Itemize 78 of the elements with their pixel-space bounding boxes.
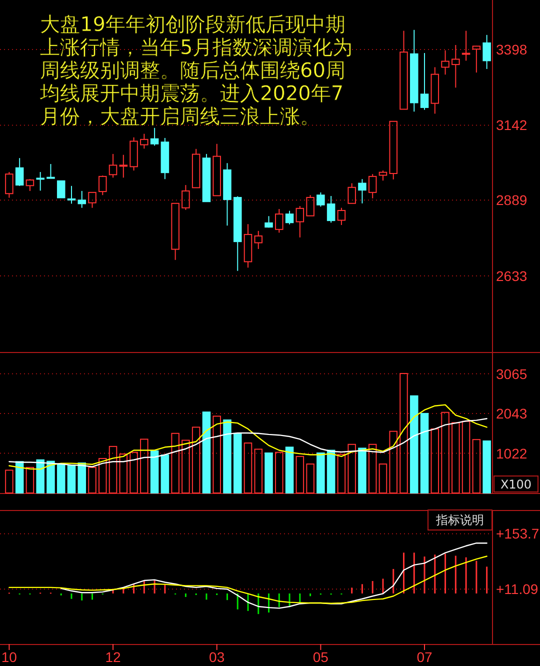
bar [430, 428, 440, 494]
y-tick-label: +11.09 [496, 581, 538, 598]
annotation: 大盘19年年初创阶段新低后现中期上涨行情，当年5月指数深调演化为周线级别调整。随后总体围绕60周均线展开中期震荡。进入2020年7月份，大盘开启周线三浪上涨。 [39, 12, 353, 128]
bar [400, 372, 408, 494]
bar [410, 395, 418, 494]
x-tick-label: 10 [1, 649, 18, 665]
bar [36, 459, 44, 494]
bar [108, 446, 118, 494]
bar [98, 458, 107, 494]
bar [358, 448, 366, 494]
candlestick [358, 178, 366, 204]
bar [15, 461, 24, 494]
bar [462, 420, 470, 494]
y-tick-label: 2043 [496, 406, 528, 422]
bar [212, 416, 221, 494]
bar [264, 452, 273, 494]
text: X100 [500, 478, 532, 492]
y-tick-label: 1022 [496, 445, 528, 462]
bar [130, 452, 138, 494]
bar [316, 452, 325, 494]
bar [119, 454, 128, 494]
bar [254, 448, 263, 494]
bar [420, 412, 429, 494]
bar [160, 454, 170, 494]
x-tick-label: 03 [209, 649, 225, 665]
bar [182, 440, 190, 494]
bar [472, 439, 481, 494]
bar [326, 450, 336, 494]
bar [482, 440, 491, 494]
y-tick-label: 3065 [496, 366, 528, 382]
y-tick-label: 2889 [496, 192, 528, 208]
bar [56, 464, 66, 494]
line-series [8, 556, 488, 604]
bar [348, 444, 356, 494]
bar [441, 412, 450, 494]
bar [88, 466, 96, 494]
candlestick [244, 224, 252, 268]
candlestick [410, 29, 418, 112]
bar [171, 432, 180, 494]
bar [452, 422, 460, 494]
y-tick-label: 3142 [496, 117, 528, 134]
bar [46, 460, 55, 494]
line-series [8, 404, 488, 470]
bar [306, 464, 314, 494]
bar [378, 464, 388, 494]
y-tick-label: 2633 [496, 268, 528, 284]
x-tick-label: 07 [416, 649, 433, 665]
candlestick [441, 50, 450, 76]
y-tick-label: +153.7 [496, 526, 540, 542]
y-tick-label: 3398 [496, 41, 528, 58]
candlestick [119, 154, 128, 178]
x-tick-label: 05 [312, 649, 329, 665]
bar [368, 444, 377, 494]
bar [202, 412, 211, 494]
candlestick [430, 66, 440, 114]
annotation: 指标说明 [435, 513, 484, 527]
candlestick [223, 162, 232, 226]
bar [275, 452, 284, 494]
bar [192, 426, 200, 494]
bar [337, 454, 346, 494]
bar [285, 446, 294, 494]
bar [233, 433, 242, 494]
candlestick [78, 190, 86, 208]
x-tick-label: 12 [105, 649, 122, 665]
bar [389, 430, 398, 494]
bar [150, 450, 159, 494]
candlestick [482, 34, 491, 70]
bar [5, 470, 14, 494]
line-series [8, 418, 488, 468]
bar [140, 438, 148, 494]
bar [296, 456, 304, 494]
bar [67, 464, 76, 494]
bar [244, 442, 252, 494]
candlestick [452, 44, 460, 88]
bar [26, 466, 34, 494]
line-series [60, 542, 488, 609]
bar [223, 419, 232, 494]
bar [78, 462, 86, 494]
